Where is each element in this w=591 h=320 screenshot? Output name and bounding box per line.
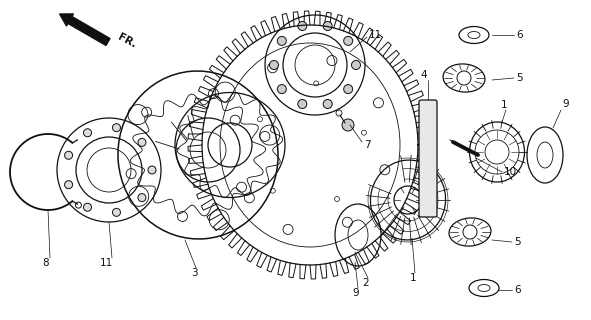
Circle shape [112, 124, 121, 132]
Text: 11: 11 [99, 258, 113, 268]
Circle shape [323, 100, 332, 108]
Text: 11: 11 [369, 30, 382, 40]
Circle shape [277, 84, 286, 93]
Circle shape [323, 21, 332, 30]
Text: 9: 9 [353, 288, 359, 298]
Circle shape [112, 208, 121, 216]
Text: 3: 3 [191, 268, 197, 278]
Circle shape [344, 36, 353, 45]
Circle shape [138, 194, 146, 202]
Text: 8: 8 [43, 258, 49, 268]
Text: FR.: FR. [116, 32, 138, 50]
Circle shape [138, 138, 146, 146]
Text: 9: 9 [562, 99, 569, 109]
Circle shape [277, 36, 286, 45]
Circle shape [352, 60, 361, 69]
Circle shape [64, 181, 73, 189]
Circle shape [83, 203, 92, 211]
Text: 1: 1 [501, 100, 507, 110]
Circle shape [64, 151, 73, 159]
Text: 1: 1 [410, 273, 416, 283]
Circle shape [298, 21, 307, 30]
Circle shape [342, 119, 354, 131]
Circle shape [269, 60, 278, 69]
Circle shape [298, 100, 307, 108]
Text: 7: 7 [364, 140, 371, 150]
Text: 10: 10 [504, 167, 517, 177]
Circle shape [83, 129, 92, 137]
Text: 4: 4 [421, 70, 427, 80]
FancyBboxPatch shape [419, 100, 437, 217]
Text: 5: 5 [516, 73, 522, 83]
Text: 2: 2 [363, 278, 369, 288]
Text: 5: 5 [514, 237, 521, 247]
FancyArrow shape [60, 14, 110, 45]
Text: 6: 6 [514, 285, 521, 295]
Circle shape [344, 84, 353, 93]
Text: 6: 6 [516, 30, 522, 40]
Circle shape [148, 166, 156, 174]
